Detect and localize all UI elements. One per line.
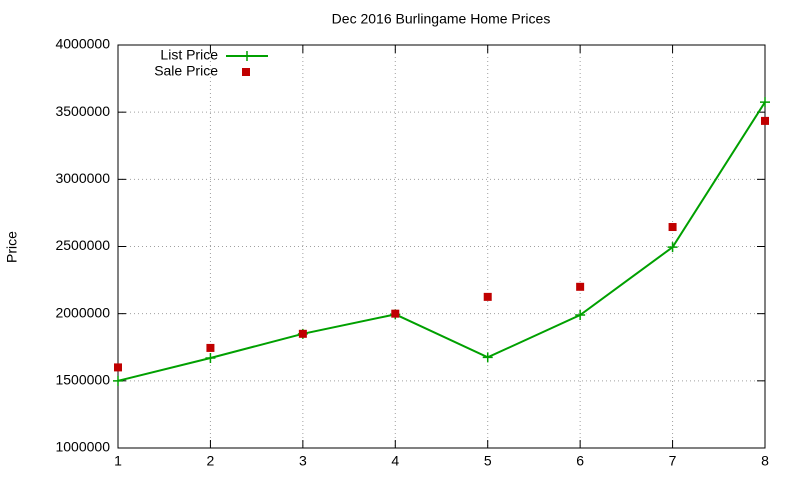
plot-frame: [117, 44, 766, 449]
y-tick-label: 1500000: [55, 372, 110, 388]
x-tick-label: 5: [484, 453, 492, 469]
legend-marker: [242, 68, 250, 76]
y-tick-label: 1000000: [55, 439, 110, 455]
x-tick-label: 6: [576, 453, 584, 469]
point: [760, 97, 770, 108]
x-tick-label: 8: [761, 453, 769, 469]
y-tick-label: 3500000: [55, 103, 110, 119]
point: [114, 363, 122, 372]
y-tick-label: 3000000: [55, 170, 110, 186]
x-tick-label: 2: [207, 453, 215, 469]
point: [668, 223, 677, 232]
legend-marker: [242, 51, 252, 61]
chart-title: Dec 2016 Burlingame Home Prices: [332, 11, 551, 27]
point: [391, 309, 400, 318]
y-tick-label: 2000000: [55, 304, 110, 320]
x-tick-label: 7: [669, 453, 677, 469]
legend-label: List Price: [160, 47, 218, 63]
point: [667, 242, 678, 253]
series-line: [117, 101, 766, 382]
point: [575, 310, 586, 321]
x-tick-label: 3: [299, 453, 307, 469]
y-tick-label: 2500000: [55, 237, 110, 253]
point: [205, 352, 216, 363]
x-tick-label: 4: [391, 453, 399, 469]
point: [298, 329, 307, 338]
y-axis-label: Price: [4, 231, 20, 263]
point: [482, 352, 493, 363]
point: [113, 375, 123, 386]
point: [206, 343, 215, 352]
y-tick-label: 4000000: [55, 36, 110, 52]
point: [483, 292, 492, 301]
x-tick-label: 1: [114, 453, 122, 469]
point: [576, 282, 585, 291]
point: [761, 116, 769, 125]
legend-label: Sale Price: [154, 63, 218, 79]
